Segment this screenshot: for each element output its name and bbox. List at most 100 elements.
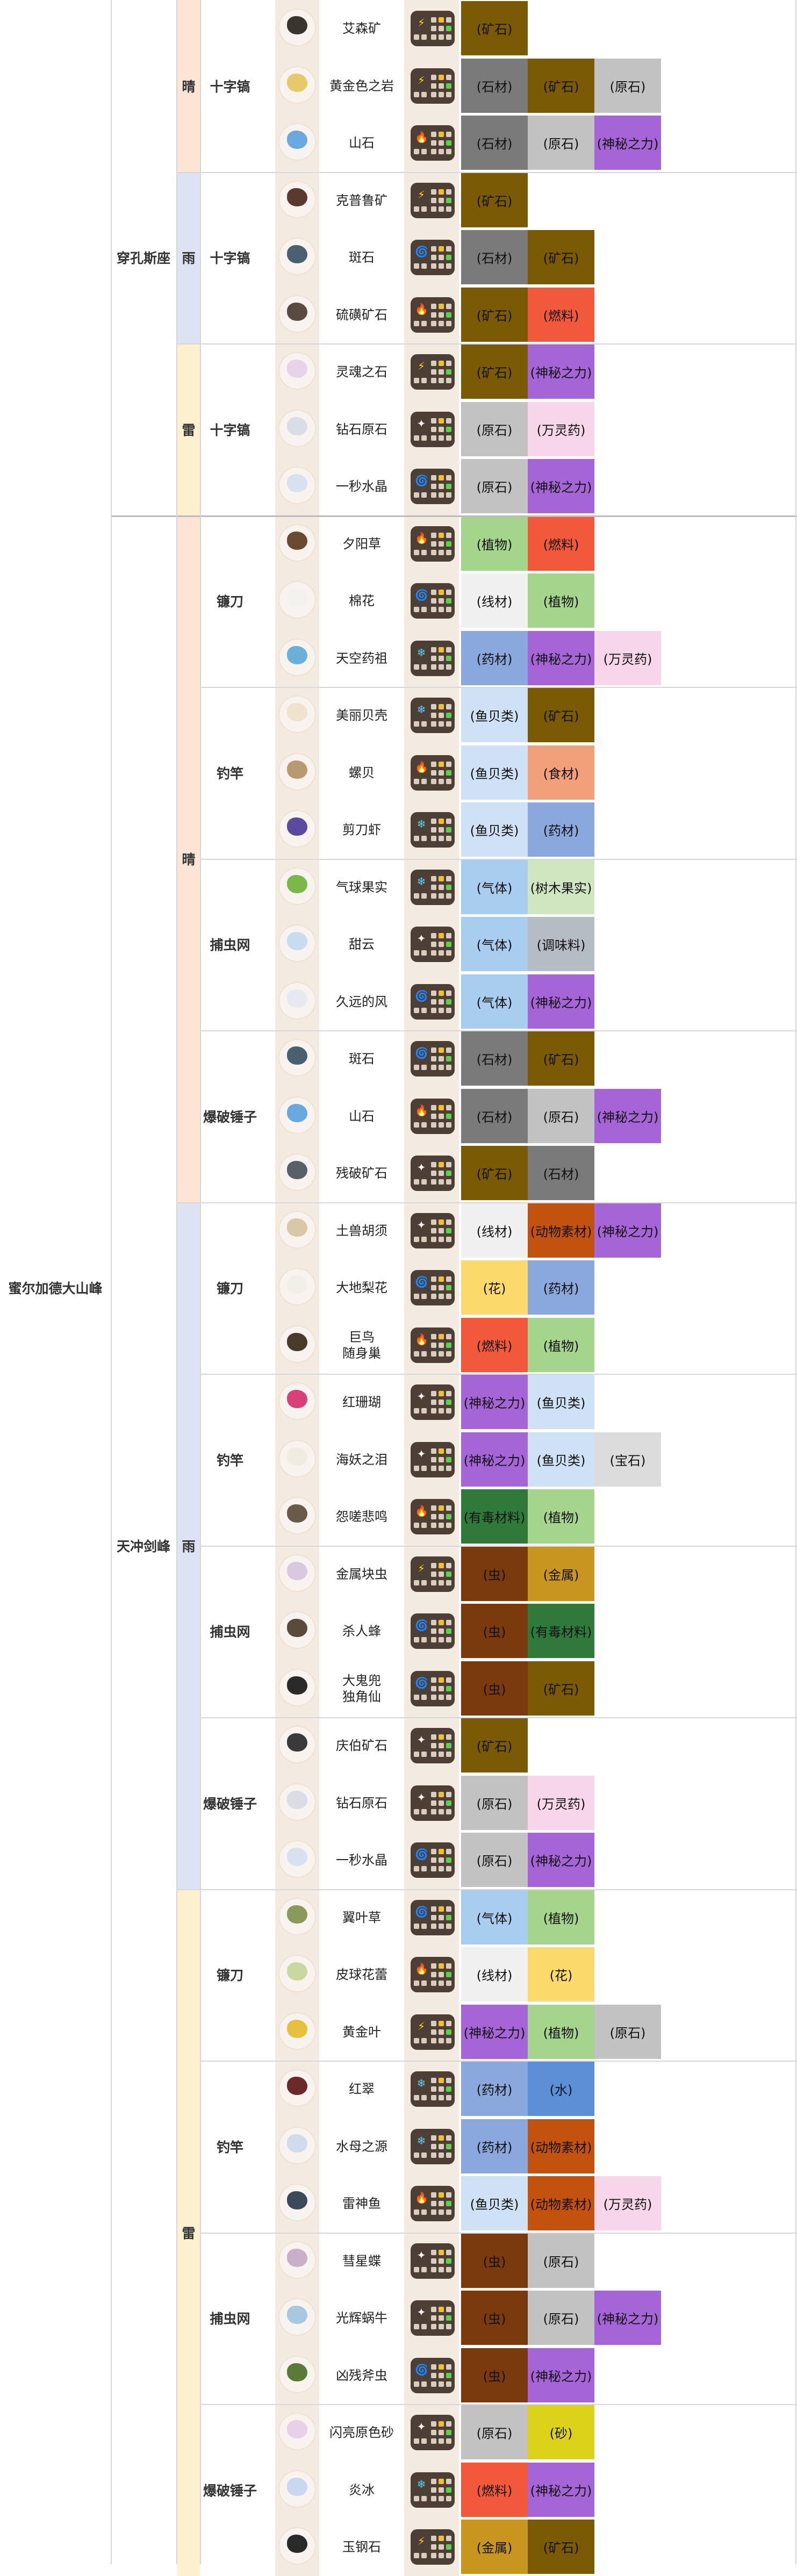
- material-icon-image: [287, 1790, 307, 1809]
- material-icon-image: [287, 531, 307, 550]
- grid-dot: [431, 549, 436, 555]
- grid-dot: [431, 1685, 436, 1691]
- ice-icon: ❄: [417, 874, 426, 888]
- grid-dot: [439, 1162, 444, 1167]
- item-name: 黄金色之岩: [329, 78, 394, 94]
- element-icon: 🔥: [411, 1957, 455, 1992]
- grid-dot: [439, 1743, 444, 1748]
- grid-dot: [439, 1857, 444, 1863]
- category-tag: (燃料): [461, 2462, 528, 2517]
- item-name: 螺贝: [349, 765, 375, 780]
- material-icon: [278, 2527, 316, 2565]
- element-icon: 🌀: [411, 469, 455, 504]
- grid-dot: [439, 149, 444, 154]
- grid-dot: [446, 2381, 451, 2387]
- grid-dot: [414, 893, 419, 899]
- category-tag: (万灵药): [528, 401, 594, 456]
- grid-dot: [439, 1056, 444, 1061]
- item-name: 光辉蜗牛: [336, 2310, 387, 2326]
- element-icon: 🌀: [411, 583, 455, 619]
- category-tag: (原石): [528, 2233, 594, 2288]
- grid-dot: [431, 361, 436, 366]
- material-icon-image: [287, 302, 307, 321]
- star-icon: ✦: [417, 1218, 426, 1231]
- grid-dot: [446, 607, 451, 612]
- grid-dot: [446, 1219, 451, 1225]
- grid-dot: [421, 2037, 427, 2043]
- wind-icon: 🌀: [415, 2363, 428, 2376]
- element-icon: ⚡: [411, 2014, 455, 2050]
- grid-dot: [431, 1351, 436, 1357]
- grid-dot: [439, 1456, 444, 1462]
- grid-dot: [421, 1523, 427, 1528]
- item-name: 金属块虫: [336, 1566, 387, 1582]
- fire-icon: 🔥: [415, 1962, 428, 1975]
- category-tag: (鱼贝类): [528, 1432, 594, 1487]
- grid-dot: [431, 1400, 436, 1405]
- grid-dot: [446, 1113, 451, 1119]
- grid-dot: [431, 1113, 436, 1119]
- grid-dot: [431, 1285, 436, 1290]
- material-icon-image: [287, 1275, 307, 1294]
- category-tag: (矿石): [461, 287, 528, 342]
- grid-dot: [439, 2372, 444, 2378]
- grid-dot: [431, 1104, 436, 1110]
- item-name: 天空药祖: [336, 650, 387, 666]
- grid-dot: [446, 1276, 451, 1282]
- wind-icon: 🌀: [415, 1619, 428, 1632]
- grid-dot: [439, 1065, 444, 1070]
- grid-dot: [439, 950, 444, 956]
- grid-dot: [439, 492, 444, 498]
- grid-dot: [414, 1236, 419, 1242]
- area-name: 穿孔斯座: [116, 250, 170, 267]
- grid-dot: [446, 1171, 451, 1176]
- category-tag: (石材): [461, 230, 528, 284]
- category-tag: (矿石): [528, 1661, 594, 1716]
- grid-dot: [431, 1791, 436, 1797]
- material-icon-image: [287, 474, 307, 492]
- ice-icon: ❄: [417, 703, 426, 716]
- item-name: 一秒水晶: [336, 1853, 387, 1868]
- grid-dot: [446, 598, 451, 604]
- grid-dot: [439, 827, 444, 833]
- grid-dot: [446, 1866, 451, 1871]
- element-icon: 🌀: [411, 2357, 455, 2393]
- grid-dot: [446, 206, 451, 212]
- grid-dot: [431, 140, 436, 146]
- grid-dot: [439, 2086, 444, 2092]
- grid-dot: [446, 189, 451, 195]
- material-icon-image: [287, 2248, 307, 2267]
- grid-dot: [421, 2152, 427, 2158]
- weather-label: 雨: [177, 171, 200, 343]
- material-icon-image: [287, 360, 307, 378]
- item-name: 翼叶草: [342, 1910, 381, 1925]
- material-icon-image: [287, 1447, 307, 1466]
- grid-dot: [414, 607, 419, 612]
- grid-dot: [439, 2143, 444, 2149]
- grid-dot: [439, 704, 444, 709]
- category-tag: (气体): [461, 917, 528, 971]
- grid-dot: [439, 1391, 444, 1396]
- element-icon: ❄: [411, 698, 455, 733]
- material-icon-image: [287, 2306, 307, 2324]
- category-tag: (神秘之力): [528, 2462, 594, 2517]
- grid-dot: [446, 369, 451, 375]
- grid-dot: [446, 2152, 451, 2158]
- grid-dot: [439, 713, 444, 718]
- category-tag: (神秘之力): [461, 2004, 528, 2059]
- element-icon: 🌀: [411, 1613, 455, 1649]
- grid-dot: [421, 1007, 427, 1013]
- category-tag: (虫): [461, 1661, 528, 1716]
- grid-dot: [421, 149, 427, 154]
- grid-dot: [446, 435, 451, 441]
- grid-dot: [431, 1628, 436, 1634]
- grid-dot: [421, 320, 427, 326]
- item-name: 雷神鱼: [342, 2196, 381, 2212]
- grid-dot: [431, 1408, 436, 1413]
- element-icon: ✦: [411, 1728, 455, 1763]
- grid-dot: [446, 1800, 451, 1806]
- grid-dot: [421, 893, 427, 899]
- grid-dot: [439, 255, 444, 260]
- grid-dot: [446, 2372, 451, 2378]
- star-icon: ✦: [417, 932, 426, 945]
